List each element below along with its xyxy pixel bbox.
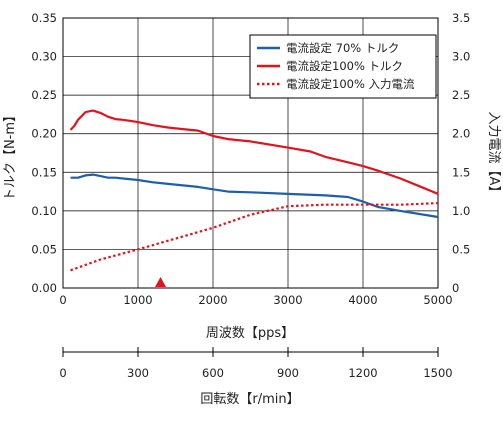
y-left-tick-label: 0.20: [31, 127, 57, 141]
plot-frame: [62, 17, 439, 289]
x-tick-labels: 0 1000 2000 3000 4000 5000: [59, 293, 452, 307]
frequency-marker: [155, 277, 166, 287]
rpm-tick-label: 1200: [348, 366, 377, 380]
legend: 電流設定 70% トルク 電流設定100% トルク 電流設定100% 入力電流: [249, 34, 437, 99]
y-right-tick-label: 1.0: [452, 204, 470, 218]
x-tick-label: 3000: [273, 293, 302, 307]
y-left-tick-label: 0.30: [31, 50, 57, 64]
rpm-axis: 0 300 600 900 1200 1500: [59, 347, 453, 380]
y-left-tick-label: 0.05: [31, 242, 57, 256]
rpm-tick-label: 300: [127, 366, 149, 380]
y-left-tick-label: 0.15: [31, 165, 57, 179]
rpm-tick-labels: 0 300 600 900 1200 1500: [59, 366, 452, 380]
rpm-tick-label: 600: [202, 366, 224, 380]
series-line-1: [69, 109, 439, 195]
y-left-tick-label: 0.00: [31, 281, 57, 295]
series-line-0: [70, 173, 439, 219]
y-left-tick-label: 0.25: [31, 88, 57, 102]
x-tick-label: 0: [59, 293, 66, 307]
x-axis-label: 周波数【pps】: [206, 326, 294, 341]
x-tick-label: 4000: [348, 293, 377, 307]
rpm-tick-label: 900: [277, 366, 299, 380]
rpm-tick-label: 0: [59, 366, 66, 380]
legend-box: [249, 34, 437, 99]
y-right-axis-label: 入力電流【A】: [486, 112, 501, 199]
x-tick-label: 2000: [198, 293, 227, 307]
legend-label-100-current: 電流設定100% 入力電流: [286, 77, 415, 91]
series-line-2: [70, 202, 439, 272]
legend-label-70-torque: 電流設定 70% トルク: [286, 41, 399, 55]
y-right-tick-label: 0: [452, 281, 459, 295]
y-left-tick-label: 0.10: [31, 204, 57, 218]
x-tick-label: 5000: [423, 293, 452, 307]
x-tick-label: 1000: [123, 293, 152, 307]
y-right-tick-label: 3.0: [452, 50, 470, 64]
y-right-tick-label: 2.5: [452, 88, 470, 102]
y-left-tick-label: 0.35: [31, 11, 57, 25]
marker-layer: [155, 277, 166, 287]
legend-label-100-torque: 電流設定100% トルク: [286, 59, 403, 73]
y-right-tick-label: 1.5: [452, 165, 470, 179]
y-right-tick-label: 3.5: [452, 11, 470, 25]
y-right-tick-label: 0.5: [452, 242, 470, 256]
y-left-tick-labels: 0.00 0.05 0.10 0.15 0.20 0.25 0.30 0.35: [31, 11, 57, 295]
y-left-axis-label: トルク【N-m】: [3, 109, 18, 201]
series-layer: [69, 109, 439, 272]
rpm-tick-label: 1500: [423, 366, 452, 380]
rpm-ticks: [62, 347, 439, 357]
rpm-axis-label: 回転数【r/min】: [200, 392, 299, 407]
y-right-tick-label: 2.0: [452, 127, 470, 141]
y-right-tick-labels: 0 0.5 1.0 1.5 2.0 2.5 3.0 3.5: [452, 11, 470, 295]
